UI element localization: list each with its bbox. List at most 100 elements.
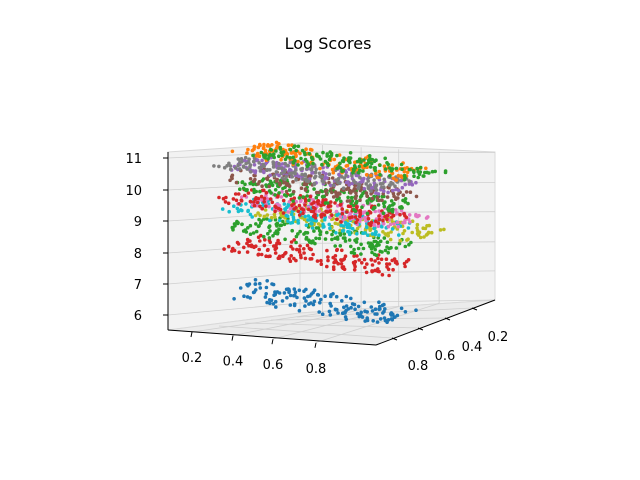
scatter-point xyxy=(339,262,344,266)
scatter-point xyxy=(265,176,269,181)
scatter-point xyxy=(418,165,423,170)
scatter-point xyxy=(263,208,268,212)
scatter-point xyxy=(286,163,290,168)
scatter-point xyxy=(331,217,336,221)
scatter-point xyxy=(284,205,289,210)
scatter-point xyxy=(391,176,396,181)
scatter-point xyxy=(308,247,313,252)
scatter-point xyxy=(233,166,238,170)
x-grid-line xyxy=(232,309,362,336)
scatter-point xyxy=(264,193,268,198)
y-grid-line xyxy=(270,317,446,321)
scatter-point xyxy=(364,173,369,177)
scatter-point xyxy=(252,163,257,167)
scatter-point xyxy=(256,145,261,150)
scatter-point xyxy=(252,144,257,149)
scatter-point xyxy=(334,209,339,214)
scatter-point xyxy=(265,300,269,305)
scatter-point xyxy=(364,218,368,223)
scatter-point xyxy=(325,264,329,269)
scatter-point xyxy=(346,307,351,311)
scatter-point xyxy=(398,205,402,210)
scatter-point xyxy=(236,209,241,214)
scatter-point xyxy=(389,230,393,234)
scatter-point xyxy=(333,244,338,248)
scatter-point xyxy=(270,200,275,205)
scatter-point xyxy=(404,215,409,220)
scatter-point xyxy=(303,304,307,308)
scatter-point xyxy=(320,175,325,179)
scatter-point xyxy=(246,191,251,195)
scatter-point xyxy=(389,245,393,250)
scatter-point xyxy=(288,221,293,225)
scatter-point xyxy=(397,241,402,246)
scatter-point xyxy=(430,169,435,174)
scatter-point xyxy=(269,298,274,303)
scatter-point xyxy=(306,214,311,218)
scatter-point xyxy=(305,164,310,169)
scatter-point xyxy=(337,153,342,157)
scatter-point xyxy=(378,307,382,311)
scatter-point xyxy=(284,189,289,194)
scatter-point xyxy=(377,217,382,222)
scatter-point xyxy=(363,265,367,270)
scatter-point xyxy=(245,237,250,242)
y-axis-line xyxy=(375,299,496,346)
scatter-point xyxy=(277,291,282,295)
scatter-point xyxy=(375,320,380,324)
scatter-point xyxy=(253,278,258,282)
scatter-point xyxy=(410,219,415,223)
scatter-point xyxy=(271,234,275,238)
scatter-point xyxy=(380,273,385,277)
scatter-point xyxy=(285,295,289,300)
scatter-point xyxy=(352,262,357,267)
scatter-point xyxy=(361,169,365,173)
scatter-point xyxy=(334,294,339,299)
scatter-point xyxy=(243,155,248,160)
scatter-point xyxy=(396,173,401,178)
scatter-point xyxy=(297,308,302,313)
scatter-point xyxy=(238,187,242,191)
scatter-point xyxy=(352,168,356,172)
scatter-point xyxy=(381,218,385,223)
scatter-point xyxy=(357,182,362,187)
scatter-point xyxy=(286,202,291,207)
scatter-point xyxy=(292,207,297,211)
scatter-point xyxy=(321,225,326,229)
scatter-point xyxy=(315,259,320,263)
scatter-point xyxy=(393,184,397,188)
scatter-point xyxy=(325,248,329,253)
scatter-point xyxy=(228,178,232,183)
scatter-point xyxy=(317,171,322,176)
scatter-point xyxy=(405,170,410,174)
scatter-point xyxy=(317,209,322,213)
scatter-point xyxy=(278,211,283,215)
scatter-point xyxy=(230,173,235,178)
scatter-point xyxy=(240,222,244,227)
scatter-point xyxy=(298,229,302,234)
scatter-point xyxy=(438,228,443,232)
scatter-point xyxy=(403,200,408,204)
scatter-point xyxy=(397,233,401,237)
scatter-point xyxy=(349,195,354,200)
scatter-point xyxy=(379,224,384,228)
scatter-point xyxy=(349,296,353,301)
scatter-point xyxy=(325,230,329,235)
scatter-point xyxy=(338,203,343,207)
scatter-point xyxy=(253,197,258,202)
scatter-point xyxy=(341,168,346,173)
scatter-point xyxy=(336,311,340,315)
scatter-point xyxy=(409,240,413,245)
scatter-point xyxy=(337,191,341,195)
scatter-point xyxy=(304,147,308,151)
scatter-point xyxy=(398,238,403,243)
scatter-point xyxy=(245,241,249,246)
scatter-point xyxy=(247,157,251,161)
scatter-point xyxy=(245,188,249,192)
scatter-point xyxy=(227,161,231,166)
scatter-point xyxy=(353,160,357,165)
scatter-point xyxy=(287,188,292,192)
scatter-point xyxy=(403,244,408,249)
scatter-point xyxy=(362,186,367,191)
scatter-point xyxy=(373,205,377,210)
